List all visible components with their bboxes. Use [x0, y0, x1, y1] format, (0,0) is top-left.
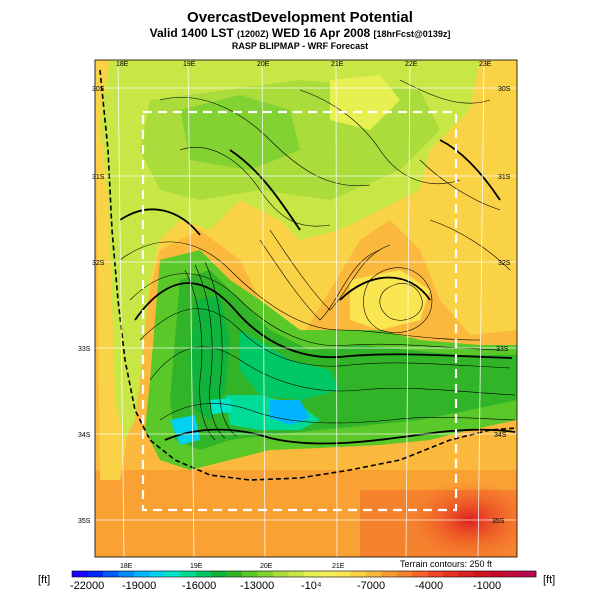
colorbar-swatch [257, 571, 274, 577]
valid-time-line: Valid 1400 LST (1200Z) WED 16 Apr 2008 [… [0, 26, 600, 40]
lat-label-left-35s: 35S [78, 518, 91, 525]
terrain-contour-note: Terrain contours: 250 ft [400, 559, 493, 569]
colorbar-swatch [520, 571, 537, 577]
valid-time: Valid 1400 LST [149, 26, 234, 40]
colorbar-tick-label-1000: -1000 [473, 580, 501, 592]
lat-label-left-34s: 34S [78, 432, 91, 439]
terrain-contours-major [119, 139, 516, 445]
colorbar-swatch [180, 571, 197, 577]
colorbar-swatch [489, 571, 506, 577]
lat-label-left-30s: 30S [92, 86, 105, 93]
colorbar-tick-label-10000: -10⁴ [301, 580, 322, 592]
colorbar-swatch [427, 571, 444, 577]
lon-label-top-22e: 22E [405, 61, 418, 68]
inner-domain-box [141, 110, 458, 512]
colorbar-swatch [118, 571, 135, 577]
valid-date: WED 16 Apr 2008 [271, 26, 371, 40]
lon-label-bottom-20e: 20E [260, 563, 273, 570]
field-hotspot [410, 480, 517, 557]
lat-label-left-31s: 31S [92, 174, 105, 181]
map-field [95, 60, 517, 557]
coastline [99, 69, 517, 481]
colorbar-swatch [273, 571, 289, 577]
colorbar-tick-label-16000: -16000 [182, 580, 216, 592]
lat-label-right-30s: 30S [498, 86, 511, 93]
colorbar-swatch [304, 571, 320, 577]
colorbar-swatch [164, 571, 181, 577]
forecast-hour: [18hrFcst@0139z] [373, 29, 451, 39]
field-blue-core-1 [270, 400, 310, 425]
lat-label-right-31s: 31S [498, 174, 511, 181]
lon-label-top-18e: 18E [116, 61, 129, 68]
colorbar-tick-label-7000: -7000 [357, 580, 385, 592]
colorbar-swatch [72, 571, 88, 577]
colorbar-swatch [211, 571, 227, 577]
colorbar [72, 571, 537, 577]
colorbar-swatch [319, 571, 336, 577]
colorbar-frame [71, 570, 537, 578]
lon-label-top-20e: 20E [257, 61, 270, 68]
colorbar-swatch [365, 571, 382, 577]
lat-label-left-32s: 32S [92, 260, 105, 267]
colorbar-swatch [396, 571, 413, 577]
field-ridge-central [240, 330, 340, 400]
field-green-patch-1 [180, 95, 300, 170]
colorbar-swatch [87, 571, 104, 577]
colorbar-swatch [102, 571, 119, 577]
map-subtitle: RASP BLIPMAP - WRF Forecast [231, 41, 369, 51]
colorbar-swatch [133, 571, 150, 577]
colorbar-swatch [443, 571, 459, 577]
colorbar-swatch [242, 571, 258, 577]
colorbar-swatch [226, 571, 243, 577]
colorbar-tick-label-19000: -19000 [122, 580, 156, 592]
colorbar-swatch [149, 571, 166, 577]
lat-label-left-33s: 33S [78, 346, 91, 353]
colorbar-unit-right: [ft] [543, 574, 555, 586]
map-title: OvercastDevelopment Potential [187, 9, 413, 26]
lon-label-top-23e: 23E [479, 61, 492, 68]
lat-label-right-35s: 35S [492, 518, 505, 525]
map-frame [94, 59, 518, 558]
valid-utc: (1200Z) [237, 29, 269, 39]
lat-label-right-34s: 34S [494, 432, 507, 439]
colorbar-swatch [505, 571, 521, 577]
colorbar-swatch [288, 571, 305, 577]
colorbar-swatch [334, 571, 351, 577]
colorbar-tick-label-13000: -13000 [240, 580, 274, 592]
lon-label-bottom-19e: 19E [190, 563, 203, 570]
lon-label-top-19e: 19E [183, 61, 196, 68]
colorbar-unit-left: [ft] [38, 574, 50, 586]
latlon-grid [95, 60, 517, 557]
lat-label-right-32s: 32S [498, 260, 511, 267]
colorbar-swatch [474, 571, 490, 577]
lat-label-right-33s: 33S [496, 346, 509, 353]
colorbar-tick-label-4000: -4000 [415, 580, 443, 592]
colorbar-swatch [350, 571, 367, 577]
colorbar-swatch [458, 571, 475, 577]
lon-label-bottom-21e: 21E [332, 563, 345, 570]
lon-label-top-21e: 21E [331, 61, 344, 68]
colorbar-swatch [412, 571, 429, 577]
colorbar-tick-label-22000: -22000 [70, 580, 104, 592]
field-yellowgreen-patch [330, 75, 400, 130]
colorbar-swatch [381, 571, 398, 577]
colorbar-swatch [195, 571, 212, 577]
lon-label-bottom-18e: 18E [120, 563, 133, 570]
